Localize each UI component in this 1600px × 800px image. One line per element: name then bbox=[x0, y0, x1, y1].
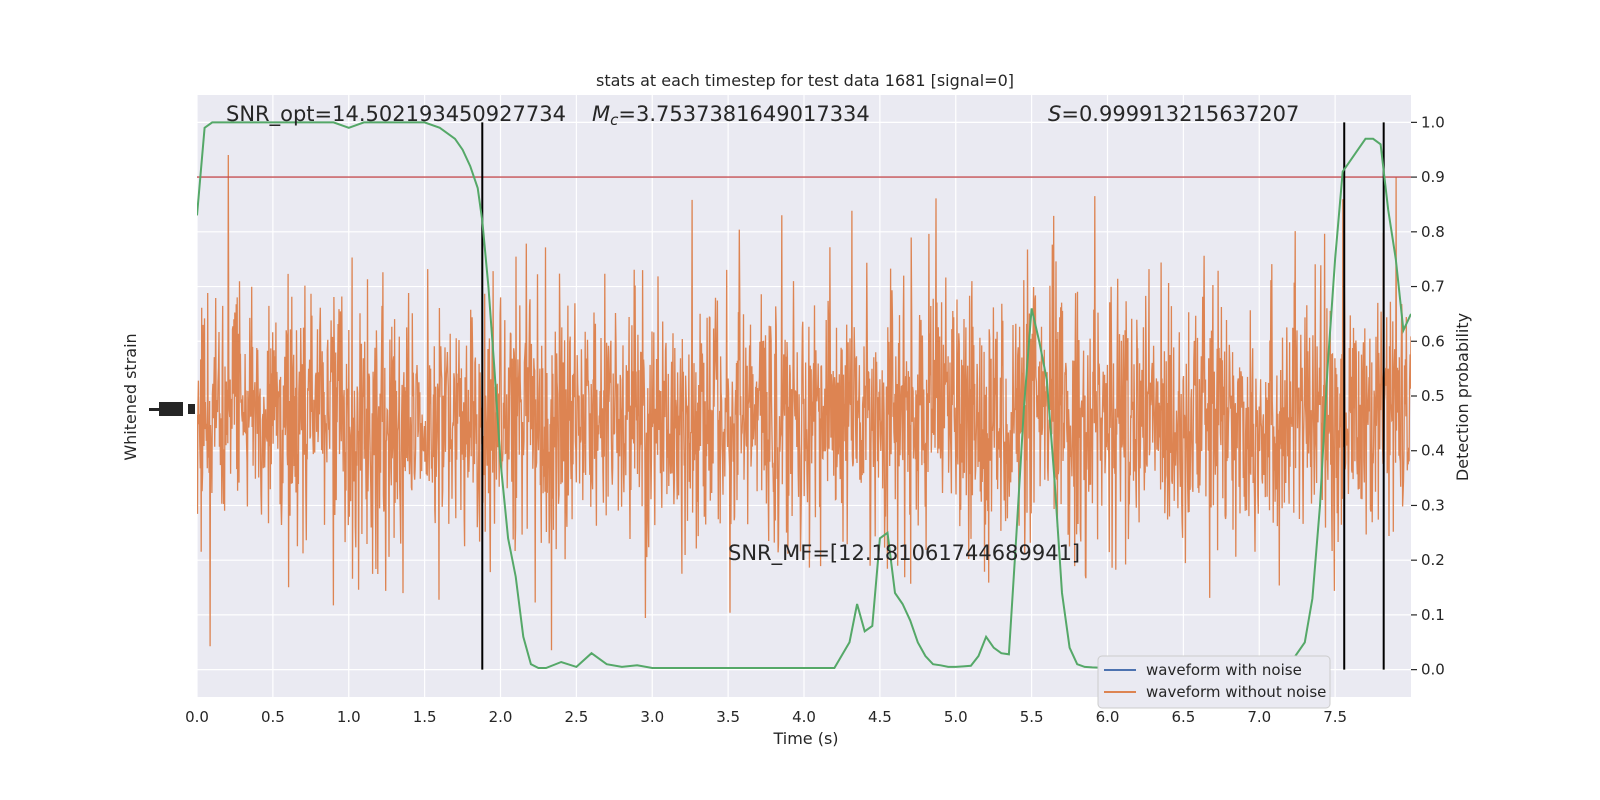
right-tick-label: 0.2 bbox=[1421, 551, 1445, 569]
x-tick-label: 0.0 bbox=[185, 708, 209, 726]
right-tick-label: 0.8 bbox=[1421, 223, 1445, 241]
waveform-without-noise-line bbox=[197, 154, 1411, 651]
x-tick-label: 7.0 bbox=[1247, 708, 1271, 726]
right-tick-label: 0.5 bbox=[1421, 387, 1445, 405]
chirp-mass-subscript: c bbox=[610, 111, 619, 129]
stat-value: =0.999913215637207 bbox=[1061, 102, 1299, 126]
right-tick-label: 0.9 bbox=[1421, 168, 1445, 186]
x-tick-label: 2.5 bbox=[564, 708, 588, 726]
x-tick-label: 4.5 bbox=[868, 708, 892, 726]
x-tick-label: 7.5 bbox=[1323, 708, 1347, 726]
chirp-mass-value: =3.7537381649017334 bbox=[618, 102, 869, 126]
x-tick-label: 1.0 bbox=[337, 708, 361, 726]
right-tick-label: 0.3 bbox=[1421, 496, 1445, 514]
chart-title: stats at each timestep for test data 168… bbox=[596, 71, 1014, 90]
right-axis-ticks: 0.0 0.1 0.2 0.3 0.4 0.5 0.6 0.7 0.8 0.9 1.0 bbox=[1411, 113, 1445, 679]
right-axis-label: Detection probability bbox=[1453, 313, 1472, 481]
x-tick-label: 6.0 bbox=[1096, 708, 1120, 726]
x-tick-label: 0.5 bbox=[261, 708, 285, 726]
right-tick-label: 0.6 bbox=[1421, 332, 1445, 350]
x-tick-label: 1.5 bbox=[413, 708, 437, 726]
x-tick-label: 5.0 bbox=[944, 708, 968, 726]
right-tick-label: 0.1 bbox=[1421, 606, 1445, 624]
snr-opt-annotation: SNR_opt=14.502193450927734 bbox=[226, 102, 566, 127]
right-tick-label: 1.0 bbox=[1421, 113, 1445, 131]
x-axis-ticks: 0.0 0.5 1.0 1.5 2.0 2.5 3.0 3.5 4.0 4.5 5.0 5.5 6.0 6… bbox=[185, 708, 1347, 726]
x-tick-label: 6.5 bbox=[1171, 708, 1195, 726]
right-tick-label: 0.0 bbox=[1421, 661, 1445, 679]
chirp-mass-annotation: Mc=3.7537381649017334 bbox=[592, 102, 870, 129]
waveform-without-noise-series bbox=[197, 154, 1411, 651]
x-tick-label: 3.0 bbox=[640, 708, 664, 726]
left-axis-label: Whitened strain bbox=[121, 333, 140, 460]
legend: waveform with noise waveform without noi… bbox=[1097, 655, 1331, 709]
right-tick-label: 0.4 bbox=[1421, 442, 1445, 460]
right-tick-label: 0.7 bbox=[1421, 278, 1445, 296]
x-tick-label: 2.0 bbox=[489, 708, 513, 726]
snr-mf-annotation: SNR_MF=[12.181061744689941] bbox=[728, 541, 1080, 566]
x-tick-label: 3.5 bbox=[716, 708, 740, 726]
x-tick-label: 4.0 bbox=[792, 708, 816, 726]
x-tick-label: 5.5 bbox=[1020, 708, 1044, 726]
legend-label-with-noise: waveform with noise bbox=[1146, 661, 1302, 679]
legend-label-without-noise: waveform without noise bbox=[1146, 683, 1326, 701]
vertical-markers bbox=[481, 122, 1385, 670]
chirp-mass-symbol: M bbox=[592, 102, 610, 126]
stat-annotation: S=0.999913215637207 bbox=[1048, 102, 1299, 126]
left-axis-overlapping-ticks bbox=[149, 402, 195, 416]
legend-box bbox=[1097, 655, 1331, 709]
stat-symbol: S bbox=[1048, 102, 1061, 126]
x-axis-label: Time (s) bbox=[772, 729, 838, 748]
